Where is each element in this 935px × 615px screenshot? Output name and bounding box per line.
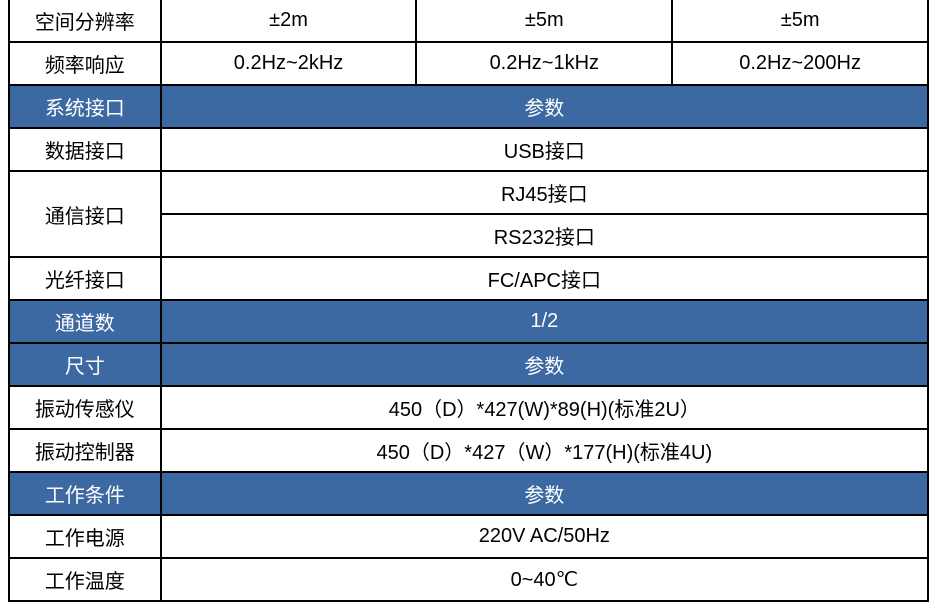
- row-label: 振动控制器: [9, 429, 161, 472]
- table-row: 频率响应 0.2Hz~2kHz 0.2Hz~1kHz 0.2Hz~200Hz: [9, 42, 928, 85]
- cell: ±5m: [416, 0, 672, 42]
- row-label: 工作电源: [9, 515, 161, 558]
- cell: ±5m: [672, 0, 928, 42]
- cell: 0~40℃: [161, 558, 928, 601]
- row-label: 空间分辨率: [9, 0, 161, 42]
- cell: 220V AC/50Hz: [161, 515, 928, 558]
- row-label: 频率响应: [9, 42, 161, 85]
- cell: 450（D）*427（W）*177(H)(标准4U): [161, 429, 928, 472]
- table-row: 振动传感仪 450（D）*427(W)*89(H)(标准2U）: [9, 386, 928, 429]
- cell: USB接口: [161, 128, 928, 171]
- section-header: 参数: [161, 85, 928, 128]
- section-header: 参数: [161, 343, 928, 386]
- cell: FC/APC接口: [161, 257, 928, 300]
- table-row: 振动控制器 450（D）*427（W）*177(H)(标准4U): [9, 429, 928, 472]
- section-header: 1/2: [161, 300, 928, 343]
- row-label: 光纤接口: [9, 257, 161, 300]
- row-label: 振动传感仪: [9, 386, 161, 429]
- row-label: 工作温度: [9, 558, 161, 601]
- section-header-row: 通道数 1/2: [9, 300, 928, 343]
- cell: 0.2Hz~2kHz: [161, 42, 417, 85]
- row-label: 通道数: [9, 300, 161, 343]
- section-header: 参数: [161, 472, 928, 515]
- row-label: 通信接口: [9, 171, 161, 257]
- cell: 0.2Hz~200Hz: [672, 42, 928, 85]
- table-row: 工作温度 0~40℃: [9, 558, 928, 601]
- section-header-row: 系统接口 参数: [9, 85, 928, 128]
- cell: RS232接口: [161, 214, 928, 257]
- cell: ±2m: [161, 0, 417, 42]
- table-row: 光纤接口 FC/APC接口: [9, 257, 928, 300]
- spec-table: 空间分辨率 ±2m ±5m ±5m 频率响应 0.2Hz~2kHz 0.2Hz~…: [8, 0, 929, 602]
- row-label: 系统接口: [9, 85, 161, 128]
- row-label: 工作条件: [9, 472, 161, 515]
- cell: RJ45接口: [161, 171, 928, 214]
- section-header-row: 尺寸 参数: [9, 343, 928, 386]
- section-header-row: 工作条件 参数: [9, 472, 928, 515]
- table-row: 数据接口 USB接口: [9, 128, 928, 171]
- table-row: 空间分辨率 ±2m ±5m ±5m: [9, 0, 928, 42]
- table-row: 通信接口 RJ45接口: [9, 171, 928, 214]
- table-row: 工作电源 220V AC/50Hz: [9, 515, 928, 558]
- cell: 450（D）*427(W)*89(H)(标准2U）: [161, 386, 928, 429]
- cell: 0.2Hz~1kHz: [416, 42, 672, 85]
- row-label: 尺寸: [9, 343, 161, 386]
- row-label: 数据接口: [9, 128, 161, 171]
